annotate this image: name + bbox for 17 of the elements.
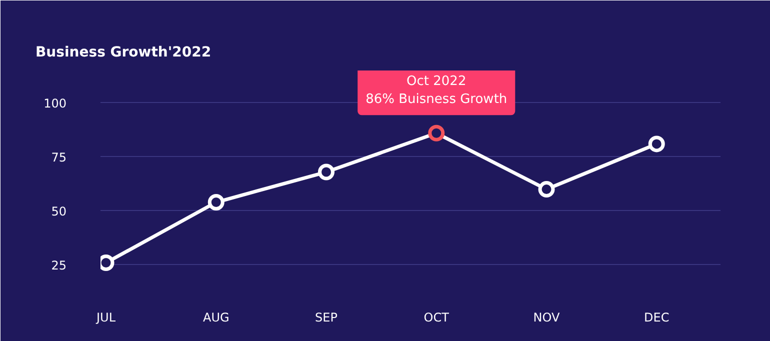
point <box>208 194 224 210</box>
y-tick-label: 75 <box>51 150 67 164</box>
x-tick-label: NOV <box>533 310 561 324</box>
x-tick-label: JUL <box>96 310 116 324</box>
y-tick-label: 100 <box>44 96 66 110</box>
point <box>428 124 445 142</box>
x-tick-label: OCT <box>424 310 450 324</box>
point <box>648 136 665 152</box>
point <box>318 164 335 180</box>
x-tick-label: DEC <box>644 310 670 324</box>
y-tick-label: 25 <box>51 258 67 272</box>
x-tick-label: SEP <box>315 310 338 324</box>
y-tick-label: 50 <box>51 204 67 218</box>
chart-title: Business Growth'2022 <box>36 44 212 60</box>
annotation: Oct 2022 86% Buisness Growth <box>366 74 508 108</box>
x-tick-label: AUG <box>202 310 230 324</box>
point <box>538 181 555 198</box>
